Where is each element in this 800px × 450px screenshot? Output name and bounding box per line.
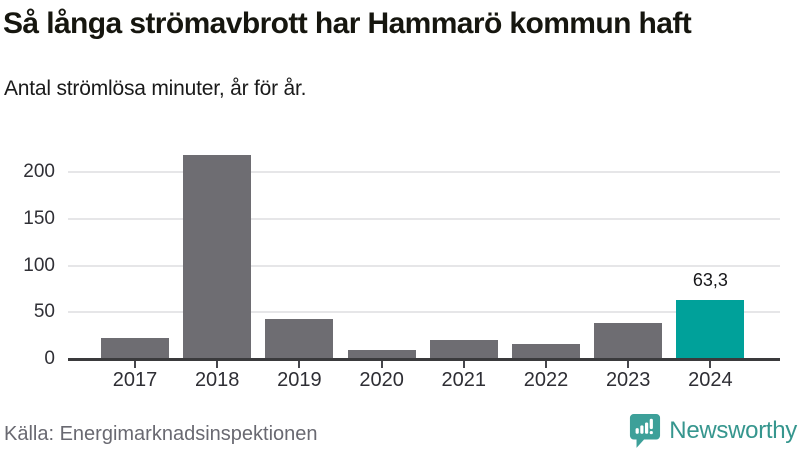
newsworthy-wordmark: Newsworthy [669, 416, 797, 444]
newsworthy-logo: Newsworthy [629, 413, 797, 448]
x-axis-tick [216, 360, 219, 368]
y-axis-label: 150 [23, 207, 55, 229]
x-axis-label: 2020 [359, 369, 404, 391]
x-axis-tick [380, 360, 383, 368]
gridline [68, 264, 780, 267]
x-axis-tick [709, 360, 712, 368]
bar-2018 [183, 155, 252, 359]
x-axis-tick [134, 360, 136, 368]
x-axis-label: 2024 [688, 369, 733, 391]
x-axis-label: 2019 [277, 369, 322, 391]
y-axis-label: 200 [23, 161, 55, 183]
x-axis-label: 2022 [523, 369, 569, 391]
y-axis-label: 50 [33, 301, 55, 323]
y-axis: 0 50 100 150 200 [0, 144, 55, 369]
footer: Källa: Energimarknadsinspektionen Newswo… [0, 408, 800, 450]
y-axis-label: 0 [44, 348, 55, 369]
bar-chart: 0 50 100 150 200 2017 2018 2019 2020 2021 2022 202… [0, 144, 780, 391]
source-text: Källa: Energimarknadsinspektionen [4, 423, 318, 445]
gridline [68, 171, 780, 174]
bar-2021 [429, 340, 498, 359]
page-subtitle: Antal strömlösa minuter, år för år. [4, 77, 307, 100]
bar-2019 [265, 318, 334, 359]
x-axis-label: 2023 [605, 369, 651, 391]
bar-2022 [512, 344, 580, 359]
plot-area: 2017 2018 2019 2020 2021 2022 2023 2024 63,3 [68, 144, 780, 391]
page-title: Så långa strömavbrott har Hammarö kommun… [3, 7, 692, 40]
bar-value-label: 63,3 [692, 269, 728, 290]
x-axis-tick [545, 360, 547, 368]
chart-speech-bubble-icon [630, 414, 661, 448]
x-axis-label: 2017 [112, 369, 158, 391]
x-axis-tick [298, 360, 301, 368]
gridline [68, 217, 780, 220]
x-axis-tick [462, 360, 465, 368]
bar-2020 [347, 349, 416, 359]
bar-2024 [676, 299, 745, 359]
x-axis-tick [627, 360, 630, 368]
y-axis-label: 100 [23, 254, 55, 276]
x-axis-line [68, 357, 780, 361]
x-axis-label: 2018 [194, 369, 240, 391]
gridline [68, 311, 780, 314]
x-axis-label: 2021 [441, 369, 487, 391]
bar-2023 [594, 322, 663, 359]
bar-2017 [101, 337, 169, 359]
